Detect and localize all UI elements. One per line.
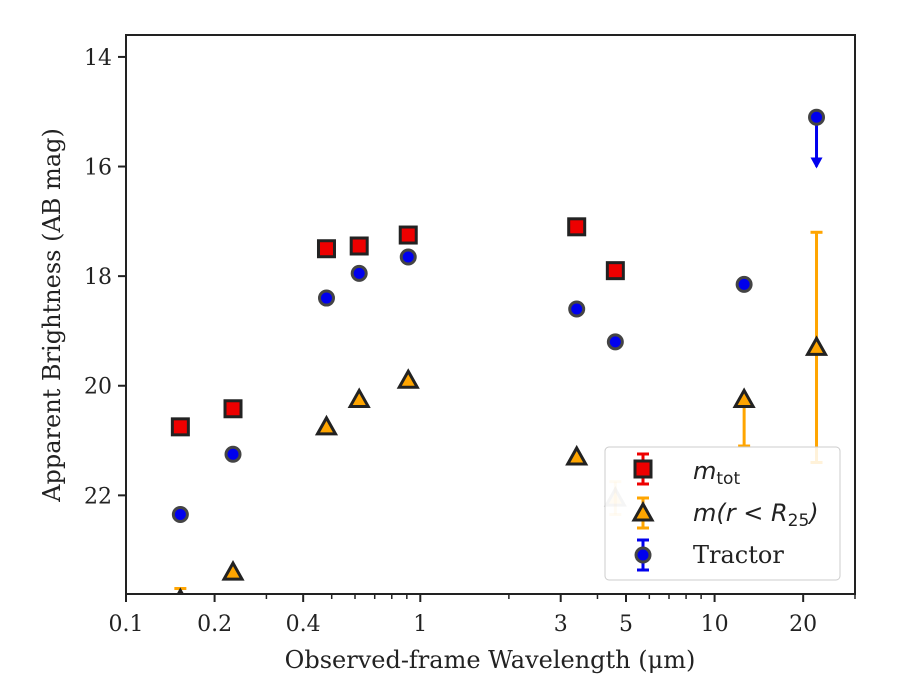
mr25-point <box>221 560 245 581</box>
tractor-point <box>735 275 753 293</box>
legend-label-tractor: Tractor <box>693 541 784 569</box>
x-tick-label: 3 <box>554 612 568 637</box>
upper-limit-arrowhead <box>810 157 823 169</box>
legend-marker-mr <box>631 496 655 530</box>
mr25-point <box>314 414 339 436</box>
y-axis-ticks: 14 16 18 20 22 <box>84 46 126 509</box>
legend: mtot m(r < R25) Tractor <box>604 446 841 581</box>
plot-frame <box>125 34 856 595</box>
mtot-point <box>567 217 587 237</box>
y-tick-label: 20 <box>84 375 112 400</box>
mr25-point <box>396 368 420 389</box>
legend-marker-mtot <box>633 452 653 486</box>
x-tick-label: 1 <box>413 612 427 637</box>
y-tick-label: 16 <box>84 156 112 181</box>
legend-box <box>604 446 841 581</box>
mr25-point <box>732 387 756 408</box>
mr25-point <box>565 444 589 466</box>
x-tick-label: 20 <box>789 612 817 637</box>
x-tick-label: 10 <box>701 612 729 637</box>
tractor-point <box>224 445 242 463</box>
mtot-point <box>605 261 625 281</box>
tractor-point <box>568 300 586 318</box>
x-axis-ticks: 0.1 0.2 0.4 1 3 5 10 20 <box>109 594 856 637</box>
tractor-point <box>399 248 417 266</box>
mtot-point <box>349 236 369 256</box>
mr25-point <box>804 335 829 356</box>
mtot-point <box>223 399 243 419</box>
mr25-point <box>347 387 371 408</box>
tractor-point <box>606 333 624 351</box>
tractor-point <box>350 264 368 282</box>
x-tick-label: 0.4 <box>286 612 321 637</box>
legend-label-mr: m(r < R25) <box>693 499 819 531</box>
y-tick-label: 22 <box>84 484 112 509</box>
x-tick-label: 5 <box>619 612 633 637</box>
legend-label-mtot: mtot <box>693 457 740 489</box>
y-axis-label: Apparent Brightness (AB mag) <box>38 128 66 503</box>
x-tick-label: 0.2 <box>197 612 232 637</box>
mtot-point <box>316 239 336 259</box>
x-axis-label: Observed-frame Wavelength (μm) <box>285 646 696 674</box>
legend-marker-tractor <box>634 538 652 572</box>
y-tick-label: 18 <box>84 265 112 290</box>
mtot-point <box>398 225 418 245</box>
tractor-point <box>317 289 335 307</box>
y-tick-label: 14 <box>84 46 112 71</box>
tractor-point <box>171 506 189 524</box>
mtot-point <box>170 417 190 437</box>
tractor-point <box>808 108 826 126</box>
x-tick-label: 0.1 <box>109 612 144 637</box>
